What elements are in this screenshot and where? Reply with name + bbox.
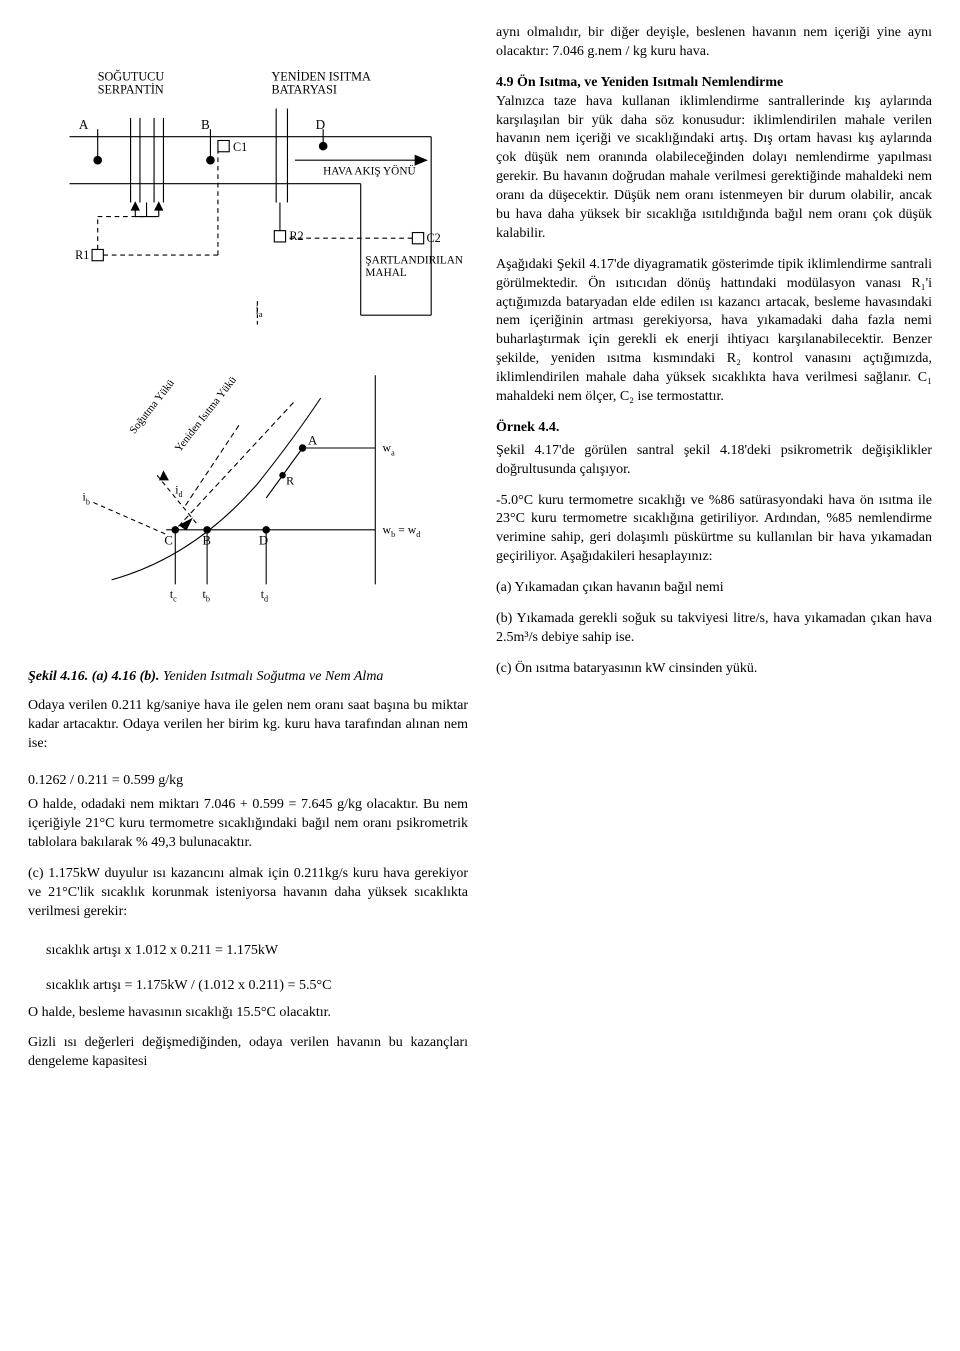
left-p2: O halde, odadaki nem miktarı 7.046 + 0.5… xyxy=(28,796,468,853)
section-4-9: 4.9 Ön Isıtma, ve Yeniden Isıtmalı Nemle… xyxy=(496,74,932,244)
example-4-4-body: Şekil 4.17'de görülen santral şekil 4.18… xyxy=(496,442,932,480)
label-pC: C xyxy=(164,533,172,547)
left-eq2: sıcaklık artışı x 1.012 x 0.211 = 1.175k… xyxy=(46,942,468,961)
psychro-svg: Soğutma Yükü Yeniden Isıtma Yükü A R C B… xyxy=(28,348,468,648)
label-reheater: YENİDEN ISITMA BATARYASI xyxy=(271,69,373,96)
example-4-4-title: Örnek 4.4. xyxy=(496,419,932,438)
label-tc: tc xyxy=(170,587,177,604)
label-R1: R1 xyxy=(75,248,89,262)
label-reheat-load: Yeniden Isıtma Yükü xyxy=(173,374,240,455)
label-wa: wa xyxy=(383,441,396,458)
label-B: B xyxy=(201,117,210,132)
label-cooler: SOĞUTUCU SERPANTİN xyxy=(98,69,168,96)
left-p1: Odaya verilen 0.211 kg/saniye hava ile g… xyxy=(28,697,468,754)
label-pR: R xyxy=(286,473,294,487)
label-airflow: HAVA AKIŞ YÖNÜ xyxy=(323,165,415,177)
label-pA: A xyxy=(308,433,318,447)
left-p4: O halde, besleme havasının sıcaklığı 15.… xyxy=(28,1004,468,1023)
label-C2: C2 xyxy=(426,231,440,245)
section-4-9-body: Yalnızca taze hava kullanan iklimlendirm… xyxy=(496,94,932,241)
label-C1: C1 xyxy=(233,140,247,154)
left-eq1: 0.1262 / 0.211 = 0.599 g/kg xyxy=(28,772,468,791)
label-R2: R2 xyxy=(289,229,303,243)
left-p5: Gizli ısı değerleri değişmediğinden, oda… xyxy=(28,1034,468,1072)
label-pD: D xyxy=(259,533,268,547)
left-p3: (c) 1.175kW duyulur ısı kazancını almak … xyxy=(28,865,468,922)
left-eq3: sıcaklık artışı = 1.175kW / (1.012 x 0.2… xyxy=(46,977,468,996)
label-td: td xyxy=(261,587,268,604)
label-D: D xyxy=(316,117,326,132)
schematic-svg: SOĞUTUCU SERPANTİN YENİDEN ISITMA BATARY… xyxy=(28,24,468,334)
figure-title: Yeniden Isıtmalı Soğutma ve Nem Alma xyxy=(163,669,384,684)
label-tb: tb xyxy=(203,587,210,604)
right-qa: (a) Yıkamadan çıkan havanın bağıl nemi xyxy=(496,579,932,598)
section-4-9-title: 4.9 Ön Isıtma, ve Yeniden Isıtmalı Nemle… xyxy=(496,75,783,90)
right-p-diagram: Aşağıdaki Şekil 4.17'de diyagramatik gös… xyxy=(496,256,932,407)
figure-4-16-b: Soğutma Yükü Yeniden Isıtma Yükü A R C B… xyxy=(28,348,468,648)
right-qc: (c) Ön ısıtma bataryasının kW cinsinden … xyxy=(496,660,932,679)
figure-4-16-a: SOĞUTUCU SERPANTİN YENİDEN ISITMA BATARY… xyxy=(28,24,468,334)
figure-caption: Şekil 4.16. (a) 4.16 (b). Yeniden Isıtma… xyxy=(28,668,468,687)
label-A: A xyxy=(79,117,89,132)
right-p0: aynı olmalıdır, bir diğer deyişle, besle… xyxy=(496,24,932,62)
label-ib: ib xyxy=(83,490,90,507)
label-cooling-load: Soğutma Yükü xyxy=(127,377,177,436)
right-p-m5: -5.0°C kuru termometre sıcaklığı ve %86 … xyxy=(496,492,932,568)
label-room: ŞARTLANDIRILAN MAHAL xyxy=(365,255,465,279)
label-ia: ia xyxy=(256,302,263,319)
right-qb: (b) Yıkamada gerekli soğuk su takviyesi … xyxy=(496,610,932,648)
label-id: id xyxy=(175,482,182,499)
label-wbwd: wb = wd xyxy=(383,522,421,539)
figure-label: Şekil 4.16. (a) 4.16 (b). xyxy=(28,669,159,684)
label-pB: B xyxy=(203,533,211,547)
